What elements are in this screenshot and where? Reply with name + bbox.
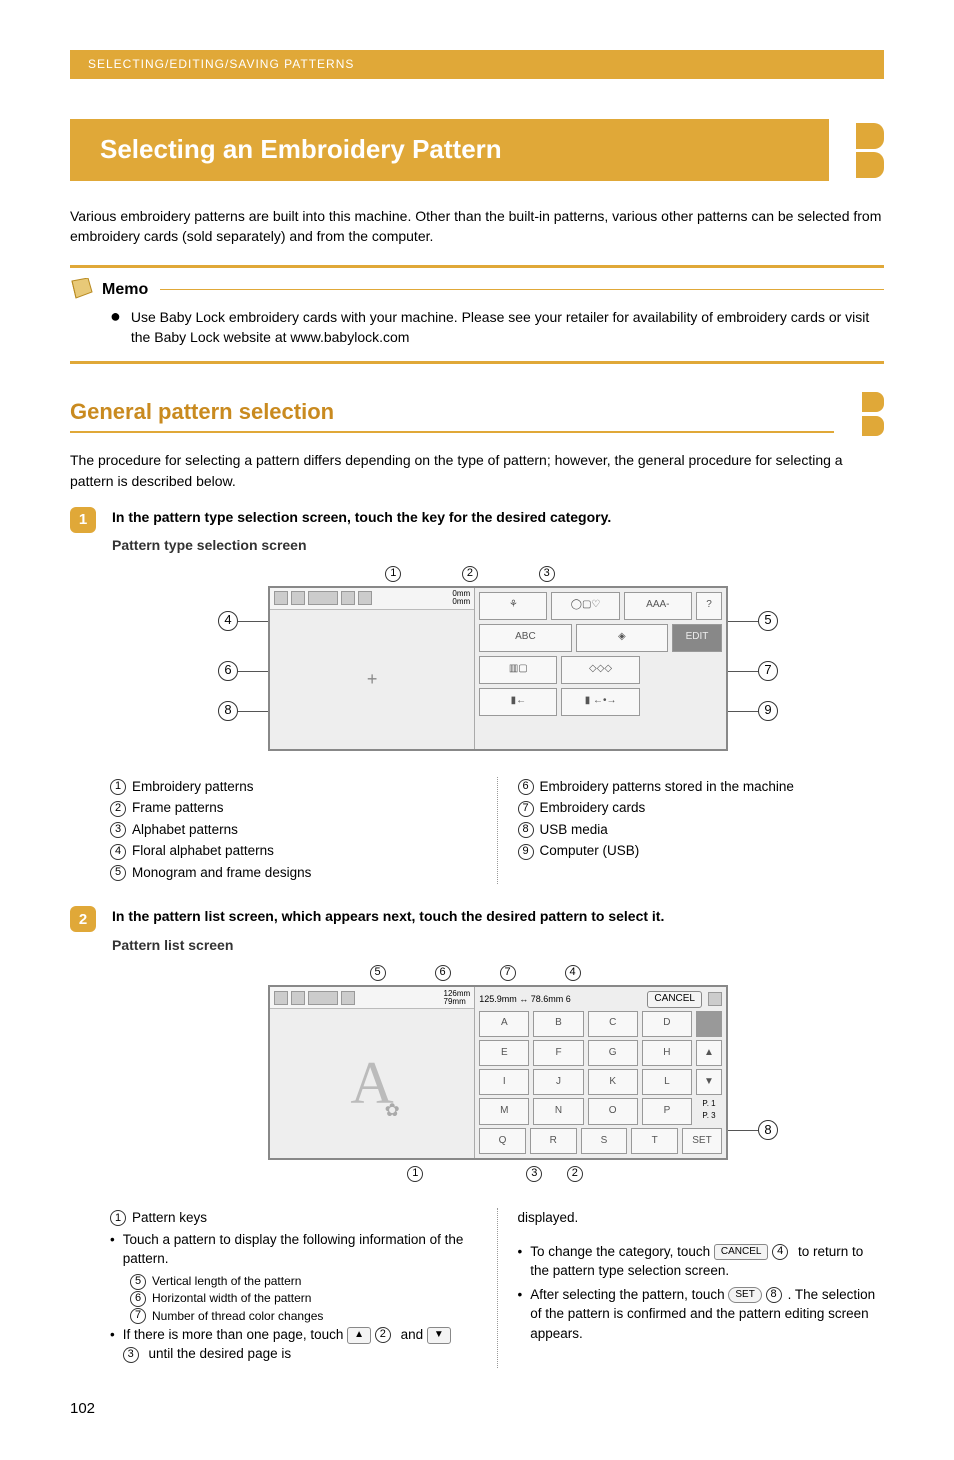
breadcrumb-bar: SELECTING/EDITING/SAVING PATTERNS (70, 50, 884, 79)
legend-item: 4Floral alphabet patterns (110, 841, 477, 861)
callout-9: 9 (758, 701, 778, 721)
floral-alphabet-button[interactable]: ABC (479, 624, 571, 652)
pattern-list-screen: 126mm79mm A 125.9mm ↔ 78.6mm 6 CANCEL AB… (268, 985, 728, 1160)
callout-4: 4 (565, 965, 581, 981)
set-button[interactable]: SET (682, 1128, 722, 1154)
memo-title: Memo (102, 278, 148, 301)
pattern-key[interactable]: C (588, 1011, 638, 1037)
memo-rule (160, 289, 884, 291)
legend-item: 9Computer (USB) (518, 841, 885, 861)
memo-body: Use Baby Lock embroidery cards with your… (131, 307, 884, 348)
pattern-key[interactable]: D (642, 1011, 692, 1037)
sub-intro: The procedure for selecting a pattern di… (70, 450, 884, 491)
subheader: General pattern selection (70, 396, 834, 434)
edit-button[interactable]: EDIT (672, 624, 722, 652)
memo-block: Memo ● Use Baby Lock embroidery cards wi… (70, 265, 884, 365)
step-caption: Pattern type selection screen (112, 535, 884, 555)
frame-patterns-button[interactable]: ◯▢♡ (551, 592, 619, 620)
pattern-key[interactable]: B (533, 1011, 583, 1037)
set-icon: SET (728, 1287, 761, 1304)
step-2: 2 In the pattern list screen, which appe… (70, 906, 884, 1198)
pattern-key[interactable]: S (581, 1128, 628, 1154)
pattern-key[interactable]: A (479, 1011, 529, 1037)
callout-2: 2 (462, 566, 478, 582)
pattern-key[interactable]: G (588, 1040, 638, 1066)
callout-6: 6 (218, 661, 238, 681)
cancel-button[interactable]: CANCEL (647, 991, 702, 1008)
legend-item: 8USB media (518, 820, 885, 840)
legend-1: 1Embroidery patterns2Frame patterns3Alph… (110, 777, 884, 885)
callout-4: 4 (218, 611, 238, 631)
callout-8: 8 (758, 1120, 778, 1140)
help-button[interactable]: ? (696, 592, 722, 620)
pattern-type-screen: 0mm0mm ⚘ ◯▢♡ AAA- ? ABC ◈ EDIT (268, 586, 728, 751)
page-title: Selecting an Embroidery Pattern (70, 119, 829, 181)
intro-text: Various embroidery patterns are built in… (70, 206, 884, 247)
bullet-icon: ● (110, 307, 121, 348)
page-down-icon: ▼ (427, 1327, 451, 1344)
pattern-key[interactable]: O (588, 1098, 638, 1124)
callout-7: 7 (500, 965, 516, 981)
callout-3: 3 (539, 566, 555, 582)
step-badge: 1 (70, 507, 96, 533)
pattern-key[interactable]: T (631, 1128, 678, 1154)
scroll-down-button[interactable]: ▼ (696, 1069, 722, 1095)
callout-2: 2 (567, 1166, 583, 1182)
step-title: In the pattern list screen, which appear… (112, 906, 884, 926)
section-tabs-icon (834, 392, 884, 436)
callout-1: 1 (385, 566, 401, 582)
legend-item: 2Frame patterns (110, 798, 477, 818)
pattern-key[interactable]: N (533, 1098, 583, 1124)
pattern-key[interactable]: I (479, 1069, 529, 1095)
subheader-row: General pattern selection (70, 392, 884, 436)
callout-5: 5 (370, 965, 386, 981)
pattern-key[interactable]: L (642, 1069, 692, 1095)
legend-item: 7Embroidery cards (518, 798, 885, 818)
legend-item: 5Monogram and frame designs (110, 863, 477, 883)
embroidery-cards-button[interactable]: ◇◇◇ (561, 656, 639, 684)
embroidery-patterns-button[interactable]: ⚘ (479, 592, 547, 620)
callout-6: 6 (435, 965, 451, 981)
pattern-key[interactable]: J (533, 1069, 583, 1095)
callout-1: 1 (407, 1166, 423, 1182)
computer-usb-button[interactable]: ▮ ←•→ (561, 688, 639, 716)
title-row: Selecting an Embroidery Pattern (70, 119, 884, 181)
pattern-key[interactable]: P (642, 1098, 692, 1124)
pattern-key[interactable]: Q (479, 1128, 526, 1154)
legend-item: 1Embroidery patterns (110, 777, 477, 797)
callout-3: 3 (526, 1166, 542, 1182)
page-number: 102 (70, 1398, 884, 1420)
step-2-notes: 1Pattern keys •Touch a pattern to displa… (110, 1208, 884, 1368)
callout-7: 7 (758, 661, 778, 681)
pattern-key[interactable]: F (533, 1040, 583, 1066)
machine-stored-button[interactable]: ▥▢ (479, 656, 557, 684)
pattern-key[interactable]: M (479, 1098, 529, 1124)
step-title: In the pattern type selection screen, to… (112, 507, 884, 527)
callout-5: 5 (758, 611, 778, 631)
monogram-button[interactable]: ◈ (576, 624, 668, 652)
pattern-key[interactable]: K (588, 1069, 638, 1095)
figure-1: 1 2 3 4 5 6 7 8 9 (218, 566, 778, 751)
alphabet-patterns-button[interactable]: AAA- (624, 592, 692, 620)
step-1: 1 In the pattern type selection screen, … (70, 507, 884, 767)
usb-media-button[interactable]: ▮← (479, 688, 557, 716)
cancel-icon: CANCEL (714, 1244, 769, 1261)
pattern-key[interactable]: E (479, 1040, 529, 1066)
corner-tabs-icon (829, 123, 884, 178)
legend-item: 3Alphabet patterns (110, 820, 477, 840)
scroll-up-button[interactable]: ▲ (696, 1040, 722, 1066)
memo-icon (70, 278, 94, 300)
callout-8: 8 (218, 701, 238, 721)
step-badge: 2 (70, 906, 96, 932)
pattern-key[interactable]: H (642, 1040, 692, 1066)
step-caption: Pattern list screen (112, 935, 884, 955)
pattern-key[interactable]: R (530, 1128, 577, 1154)
legend-item: 6Embroidery patterns stored in the machi… (518, 777, 885, 797)
figure-2: 5 6 7 4 8 126mm79mm (218, 965, 778, 1182)
page-up-icon: ▲ (347, 1327, 371, 1344)
